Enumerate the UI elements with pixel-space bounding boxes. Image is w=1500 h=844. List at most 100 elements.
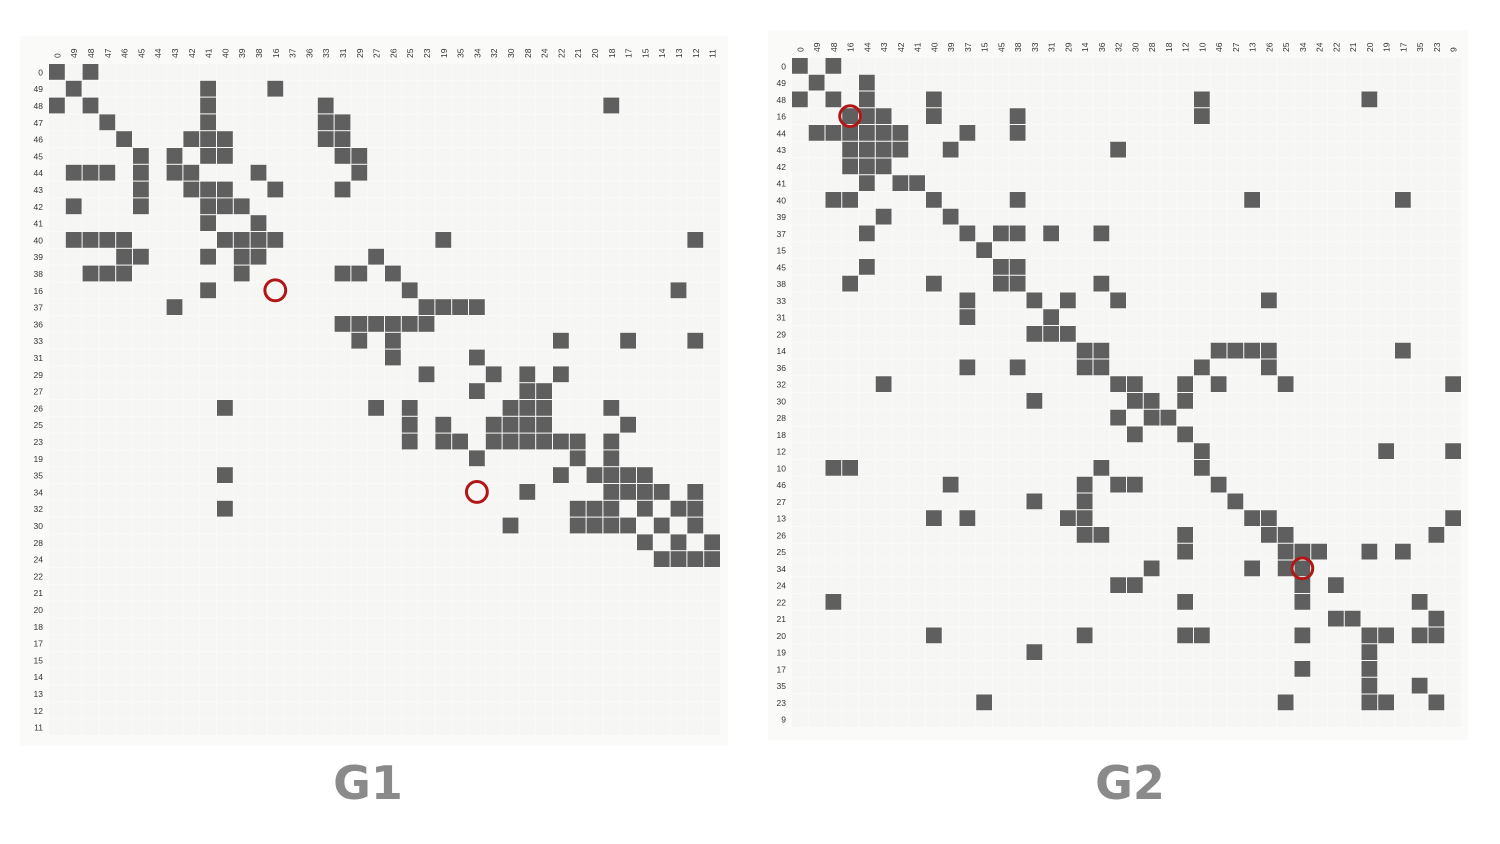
matrix-cell: [976, 426, 992, 443]
column-label: 46: [1214, 42, 1224, 52]
matrix-cell: [653, 80, 670, 97]
matrix-cell: [1009, 661, 1026, 677]
matrix-cell: [704, 114, 720, 131]
matrix-cell: [569, 668, 586, 685]
matrix-cell: [792, 610, 808, 627]
matrix-cell: [1378, 225, 1394, 242]
matrix-cell: [1277, 175, 1294, 191]
matrix-cell: [334, 450, 351, 467]
matrix-cell: [1009, 58, 1026, 74]
matrix-cell: [909, 74, 925, 91]
matrix-cell: [792, 125, 808, 141]
matrix-cell: [1328, 91, 1344, 108]
matrix-cell-filled: [859, 141, 875, 158]
matrix-cell: [536, 64, 552, 80]
matrix-cell: [116, 366, 132, 383]
matrix-cell: [65, 349, 82, 366]
matrix-cell: [200, 265, 216, 282]
matrix-cell: [792, 292, 808, 309]
matrix-cell: [670, 316, 687, 332]
matrix-cell: [637, 383, 653, 399]
matrix-cell: [469, 215, 485, 231]
matrix-cell: [1445, 175, 1461, 191]
row-label: 41: [34, 219, 44, 229]
matrix-cell: [233, 114, 250, 131]
matrix-cell: [1261, 74, 1277, 91]
matrix-cell: [1110, 158, 1126, 175]
matrix-cell: [435, 484, 452, 500]
matrix-cell: [1093, 141, 1110, 158]
matrix-cell: [485, 467, 502, 483]
matrix-cell: [859, 677, 875, 694]
matrix-cell: [553, 618, 569, 635]
matrix-cell: [792, 359, 808, 376]
matrix-cell-filled: [1127, 393, 1143, 409]
matrix-cell: [452, 652, 468, 668]
matrix-cell: [49, 500, 65, 517]
matrix-cell: [1110, 91, 1126, 108]
matrix-cell-filled: [1076, 627, 1093, 644]
matrix-cell: [133, 349, 149, 366]
matrix-cell: [1043, 677, 1059, 694]
matrix-cell: [250, 366, 267, 383]
row-label: 48: [777, 95, 787, 105]
matrix-cell: [469, 433, 485, 450]
matrix-cell: [401, 467, 418, 483]
matrix-cell: [301, 534, 317, 551]
matrix-cell-filled: [603, 97, 620, 114]
matrix-cell: [1361, 108, 1378, 124]
matrix-cell: [317, 232, 334, 248]
matrix-cell: [536, 366, 552, 383]
matrix-cell: [401, 668, 418, 685]
matrix-cell: [133, 416, 149, 433]
matrix-cell: [1227, 208, 1244, 225]
row-label: 0: [38, 67, 43, 77]
matrix-cell: [1277, 292, 1294, 309]
matrix-cell: [385, 685, 401, 702]
matrix-cell-filled: [351, 316, 368, 332]
matrix-cell: [586, 450, 603, 467]
matrix-cell: [1395, 175, 1411, 191]
matrix-cell: [166, 450, 183, 467]
matrix-cell: [1210, 208, 1227, 225]
matrix-cell-filled: [926, 192, 942, 208]
matrix-cell-filled: [1428, 527, 1445, 543]
matrix-cell: [569, 181, 586, 198]
matrix-cell: [1127, 711, 1143, 727]
matrix-cell: [200, 685, 216, 702]
matrix-cell: [1311, 74, 1327, 91]
matrix-cell: [317, 349, 334, 366]
matrix-cell: [1194, 208, 1210, 225]
matrix-cell: [620, 299, 636, 315]
matrix-cell: [536, 652, 552, 668]
matrix-cell: [1227, 275, 1244, 292]
matrix-cell: [116, 148, 132, 164]
matrix-cell: [267, 685, 284, 702]
matrix-cell: [301, 164, 317, 181]
matrix-cell: [825, 309, 842, 325]
matrix-cell: [942, 543, 959, 560]
matrix-cell: [909, 460, 925, 476]
matrix-cell: [82, 652, 99, 668]
matrix-cell: [620, 500, 636, 517]
matrix-cell: [284, 80, 300, 97]
matrix-panel-g1: 0 49 48 47 46 45 44 43 42 41 40 39 38 16 37 36 33 31 29 27 2…: [20, 36, 728, 746]
matrix-cell: [687, 265, 704, 282]
matrix-cell: [49, 719, 65, 735]
matrix-cell: [166, 181, 183, 198]
matrix-cell: [485, 584, 502, 601]
matrix-cell: [1344, 594, 1361, 610]
matrix-cell: [317, 416, 334, 433]
matrix-cell: [1395, 493, 1411, 510]
matrix-cell: [1043, 661, 1059, 677]
matrix-cell: [1060, 644, 1076, 660]
matrix-cell: [892, 393, 909, 409]
matrix-cell: [452, 349, 468, 366]
matrix-cell: [65, 635, 82, 651]
matrix-cell: [993, 326, 1009, 342]
matrix-cell-filled: [808, 125, 825, 141]
matrix-cell: [418, 97, 435, 114]
matrix-cell: [49, 181, 65, 198]
matrix-cell: [825, 208, 842, 225]
matrix-cell: [875, 594, 892, 610]
